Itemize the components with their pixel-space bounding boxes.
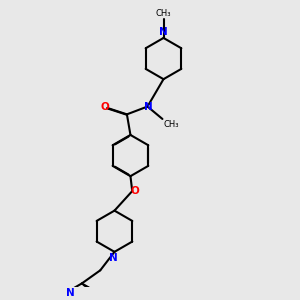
Text: CH₃: CH₃ [156,9,171,18]
Text: O: O [130,186,139,196]
Text: CH₃: CH₃ [164,120,179,129]
Text: N: N [109,253,118,263]
Text: N: N [144,102,153,112]
Text: N: N [159,27,168,37]
Text: N: N [66,288,74,298]
Text: O: O [100,102,109,112]
